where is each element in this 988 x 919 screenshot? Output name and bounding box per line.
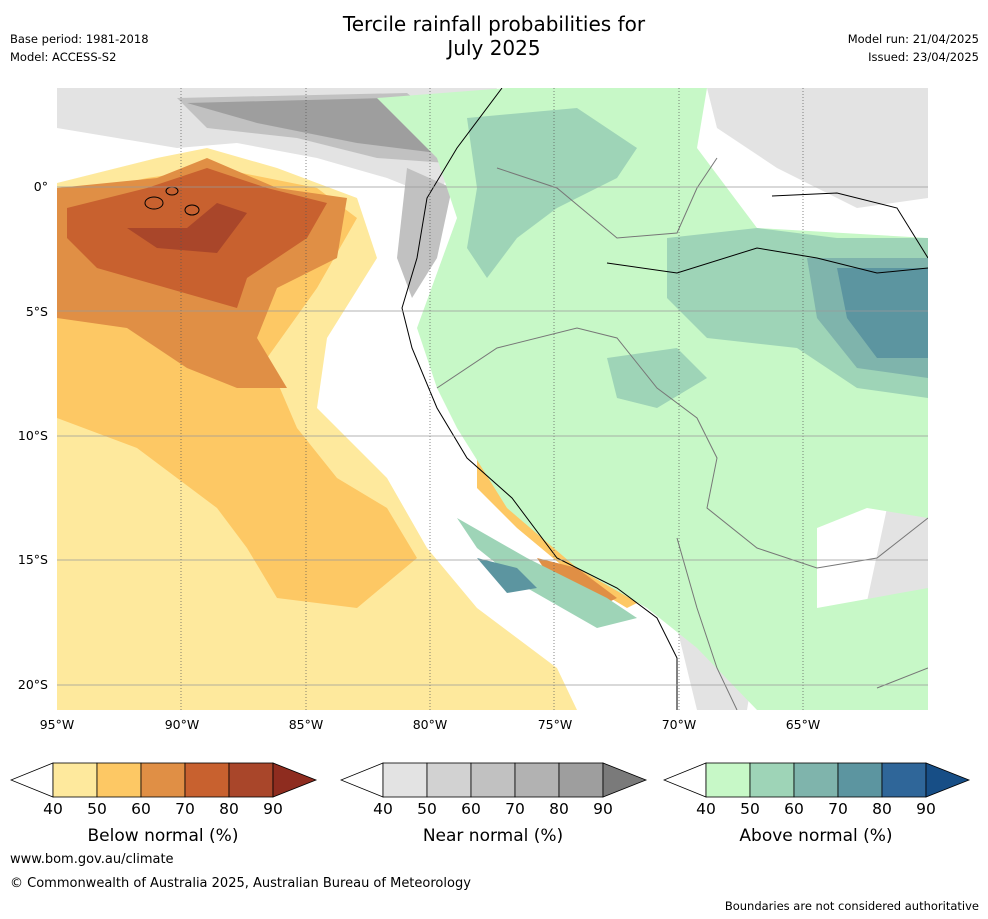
legend-swatch-above-0 xyxy=(705,762,751,798)
title-line-1: Tercile rainfall probabilities for xyxy=(342,12,646,36)
footer-url: www.bom.gov.au/climate xyxy=(10,852,174,867)
lat-label-0: 0° xyxy=(33,179,48,194)
lon-label-95w: 95°W xyxy=(39,717,75,732)
legend-tick-below-60: 60 xyxy=(131,800,151,818)
legend-swatch-near-1 xyxy=(426,762,472,798)
legend-swatch-near-3 xyxy=(514,762,560,798)
legend-swatch-above-4 xyxy=(881,762,927,798)
footer-copyright: © Commonwealth of Australia 2025, Austra… xyxy=(10,876,471,891)
map-title: Tercile rainfall probabilities for July … xyxy=(0,12,988,60)
rainfall-map xyxy=(57,88,928,710)
issued-date: Issued: 23/04/2025 xyxy=(868,50,979,64)
legend-swatch-below-0 xyxy=(52,762,98,798)
legend-colorbar-near xyxy=(339,762,648,798)
legend-extend-high xyxy=(602,762,648,798)
legend-tick-above-40: 40 xyxy=(696,800,716,818)
title-line-2: July 2025 xyxy=(447,36,541,60)
legend-tick-below-40: 40 xyxy=(43,800,63,818)
lat-label-20s: 20°S xyxy=(17,677,48,692)
legend-swatch-below-3 xyxy=(184,762,230,798)
above-zone-center xyxy=(607,348,707,408)
country-border-3 xyxy=(676,537,738,710)
amazon-river xyxy=(606,247,928,274)
legend-swatch-near-4 xyxy=(558,762,604,798)
footer-disclaimer: Boundaries are not considered authoritat… xyxy=(724,899,979,913)
legend-title-near: Near normal (%) xyxy=(422,826,564,846)
legend-tick-near-70: 70 xyxy=(505,800,525,818)
legend-below xyxy=(9,762,320,802)
legend-tick-near-60: 60 xyxy=(461,800,481,818)
legend-tick-above-60: 60 xyxy=(784,800,804,818)
lon-label-90w: 90°W xyxy=(164,717,200,732)
legend-tick-near-80: 80 xyxy=(549,800,569,818)
graticule-lat xyxy=(57,186,928,686)
legend-above xyxy=(662,762,973,802)
legend-swatch-below-1 xyxy=(96,762,142,798)
legend-swatch-near-0 xyxy=(382,762,428,798)
legend-title-above: Above normal (%) xyxy=(739,826,893,846)
legend-tick-near-50: 50 xyxy=(417,800,437,818)
legend-tick-below-80: 80 xyxy=(219,800,239,818)
legend-tick-above-90: 90 xyxy=(916,800,936,818)
base-period: Base period: 1981-2018 xyxy=(10,32,149,46)
lon-label-85w: 85°W xyxy=(288,717,324,732)
country-border-1 xyxy=(496,157,718,239)
legend-tick-below-50: 50 xyxy=(87,800,107,818)
above-zone-north xyxy=(467,108,637,278)
near-zone-northeast xyxy=(707,88,928,208)
legend-extend-low xyxy=(662,762,707,798)
legend-title-below: Below normal (%) xyxy=(87,826,239,846)
near-zone-coast xyxy=(397,168,452,298)
lon-label-70w: 70°W xyxy=(661,717,697,732)
legend-tick-above-50: 50 xyxy=(740,800,760,818)
above-normal-zones xyxy=(377,88,928,710)
map-canvas xyxy=(57,88,928,710)
lon-label-75w: 75°W xyxy=(537,717,573,732)
legend-tick-above-70: 70 xyxy=(828,800,848,818)
legend-extend-low xyxy=(339,762,384,798)
lat-label-10s: 10°S xyxy=(17,428,48,443)
legend-tick-near-90: 90 xyxy=(593,800,613,818)
above-zone-coastal-dark xyxy=(477,558,537,593)
legend-swatch-above-2 xyxy=(793,762,839,798)
meta-left: Base period: 1981-2018 Model: ACCESS-S2 xyxy=(10,30,149,66)
near-zone-north-dark xyxy=(187,98,442,153)
above-zone-east-dark xyxy=(837,268,928,358)
lon-label-80w: 80°W xyxy=(412,717,448,732)
legend-extend-low xyxy=(9,762,54,798)
model-run: Model run: 21/04/2025 xyxy=(847,32,979,46)
legend-tick-above-80: 80 xyxy=(872,800,892,818)
lat-label-5s: 5°S xyxy=(25,304,48,319)
legend-swatch-above-1 xyxy=(749,762,795,798)
above-zone-coastal xyxy=(457,518,637,628)
legend-swatch-below-4 xyxy=(228,762,274,798)
model-name: Model: ACCESS-S2 xyxy=(10,50,117,64)
lon-label-65w: 65°W xyxy=(785,717,821,732)
legend-colorbar-below xyxy=(9,762,318,798)
below-normal-zones xyxy=(57,148,647,710)
legend-tick-below-70: 70 xyxy=(175,800,195,818)
legend-extend-high xyxy=(272,762,318,798)
amazon-mouth xyxy=(771,192,928,259)
country-border-2 xyxy=(436,327,928,569)
legend-tick-below-90: 90 xyxy=(263,800,283,818)
legend-near xyxy=(339,762,650,802)
legend-swatch-near-2 xyxy=(470,762,516,798)
legend-tick-near-40: 40 xyxy=(373,800,393,818)
meta-right: Model run: 21/04/2025 Issued: 23/04/2025 xyxy=(848,30,979,66)
legend-colorbar-above xyxy=(662,762,971,798)
legend-extend-high xyxy=(925,762,971,798)
lat-label-15s: 15°S xyxy=(17,552,48,567)
below-zone-90 xyxy=(127,203,247,253)
coastline xyxy=(401,88,678,710)
legend-swatch-below-2 xyxy=(140,762,186,798)
legend-swatch-above-3 xyxy=(837,762,883,798)
